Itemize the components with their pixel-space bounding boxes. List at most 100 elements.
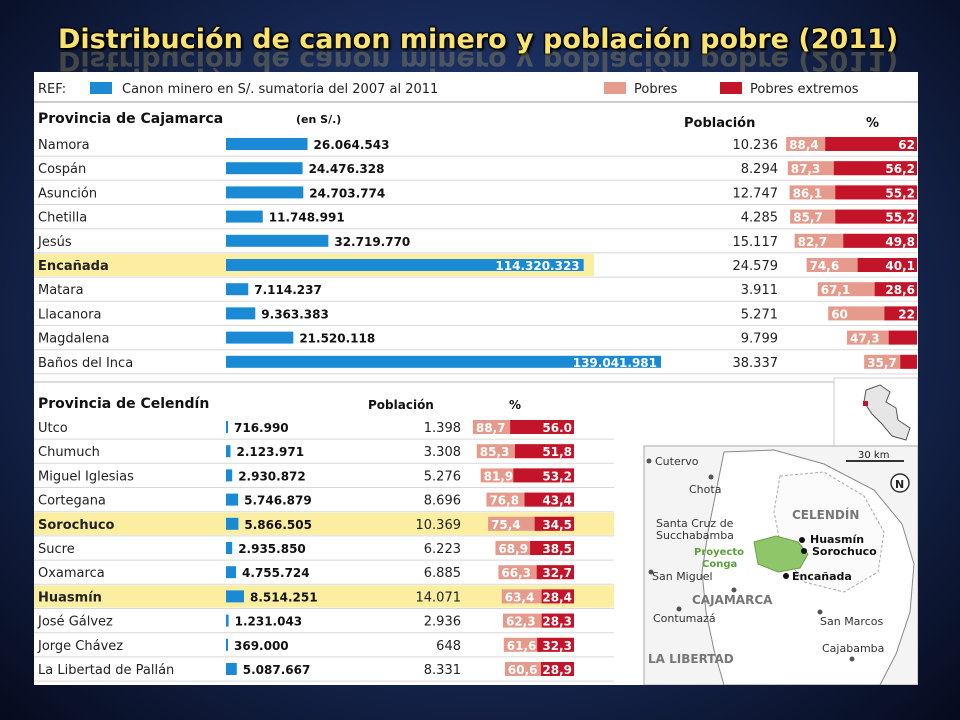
slide-title: Distribución de canon minero y población…: [58, 24, 899, 55]
extremos-bar: [884, 306, 917, 321]
extremos-bar: [534, 516, 574, 531]
extremos-label: 32,3: [542, 639, 572, 653]
proyecto-conga-line2: Conga: [702, 559, 737, 570]
extremos-label: 43,4: [542, 494, 572, 508]
canon-value-label: 2.935.850: [238, 542, 306, 556]
population-value: 12.747: [733, 186, 779, 201]
pobres-label: 75,4: [491, 518, 521, 532]
population-value: 6.223: [424, 542, 461, 557]
extremos-label: 34,5: [542, 518, 572, 532]
pobres-label: 47,3: [850, 332, 880, 346]
cajamarca-city-dot: [731, 587, 737, 593]
extremos-bar: [513, 468, 574, 483]
district-name: La Libertad de Pallán: [38, 663, 174, 678]
encanada-dot: [783, 573, 789, 579]
extremos-bar: [514, 444, 574, 459]
pobres-label: 85,3: [480, 445, 510, 459]
district-name: Jesús: [37, 235, 72, 250]
legend: REF: Canon minero en S/. sumatoria del 2…: [34, 82, 918, 103]
district-name: Magdalena: [38, 332, 109, 347]
place-cajabamba: Cajabamba: [822, 642, 884, 655]
sorochuco-dot: [801, 548, 807, 554]
canon-bar: [226, 445, 231, 458]
canon-value-label: 5.866.505: [244, 518, 312, 532]
extremos-label: 53,2: [542, 469, 572, 483]
extremos-label: 49,8: [885, 235, 915, 249]
legend-ref-label: REF:: [38, 82, 66, 97]
data-row-cel-1: Chumuch 2.123.971 3.308 85,3 51,8: [34, 444, 614, 464]
extremos-label: 62: [898, 138, 915, 152]
district-name: Matara: [38, 283, 84, 298]
extremos-label: 28,4: [542, 590, 572, 604]
population-value: 6.885: [424, 566, 461, 581]
map-scale-label: 30 km: [858, 450, 889, 461]
extremos-bar: [857, 258, 917, 272]
canon-bar: [226, 283, 249, 296]
extremos-label: 40,1: [885, 259, 915, 273]
population-value: 10.236: [733, 138, 779, 153]
district-name: Chumuch: [38, 445, 100, 460]
extremos-bar: [825, 137, 917, 151]
extremos-bar: [835, 209, 917, 224]
canon-value-label: 7.114.237: [254, 283, 322, 297]
extremos-bar: [541, 613, 574, 628]
district-name: José Gálvez: [37, 615, 113, 630]
canon-value-label: 1.231.043: [235, 615, 303, 629]
data-row-cel-4: Sorochuco 5.866.505 10.369 75,4 34,5: [34, 512, 614, 537]
canon-bar: [226, 259, 584, 271]
extremos-bar: [833, 161, 917, 176]
row-highlight: [34, 585, 614, 608]
canon-bar: [226, 186, 304, 199]
place-san-marcos: San Marcos: [820, 615, 883, 628]
canon-value-label: 114.320.323: [495, 259, 579, 273]
data-row-caj-5: Encañada 114.320.323 24.579 74,6 40,1: [34, 253, 918, 278]
district-name: Encañada: [38, 259, 109, 274]
cajamarca-title: Provincia de Cajamarca: [38, 111, 223, 127]
canon-value-label: 24.476.328: [309, 162, 385, 176]
pobres-label: 86,1: [793, 186, 823, 200]
population-value: 8.331: [424, 663, 461, 678]
district-name: Llacanora: [38, 307, 101, 322]
data-row-cel-9: Jorge Chávez 369.000 648 61,6 32,3: [34, 637, 614, 658]
district-name: Chetilla: [38, 211, 87, 226]
cajamarca-header: Provincia de Cajamarca (en S/.) Població…: [38, 111, 879, 131]
pobres-label: 87,3: [791, 162, 821, 176]
canon-bar: [226, 663, 237, 675]
pobres-label: 66,3: [501, 566, 531, 580]
extremos-label: 28,3: [542, 615, 572, 629]
population-value: 3.308: [424, 445, 461, 460]
legend-pobres-swatch: [604, 82, 626, 94]
canon-bar: [226, 331, 294, 344]
population-value: 4.285: [741, 211, 778, 226]
pobres-label: 60: [831, 307, 848, 321]
conga-area: [753, 535, 809, 573]
district-name: Huasmín: [38, 590, 102, 605]
canon-bar: [226, 638, 228, 651]
data-row-cel-0: Utco 716.990 1.398 88,7 56.0: [34, 420, 614, 440]
pobres-label: 63,4: [505, 590, 535, 604]
region-cajamarca: CAJAMARCA: [692, 593, 773, 607]
place-santa-cruz-line1: Santa Cruz de: [656, 517, 734, 530]
north-arrow-icon: [890, 473, 910, 493]
district-name: Jorge Chávez: [37, 639, 123, 654]
extremos-bar: [874, 282, 917, 297]
contumaza-dot: [676, 606, 682, 612]
pobres-label: 68,9: [498, 542, 528, 556]
cajamarca-rows: Namora 26.064.543 10.236 88,4 62 Cospán 24.476…: [34, 137, 918, 375]
population-value: 5.276: [424, 469, 461, 484]
canon-value-label: 369.000: [234, 639, 289, 653]
extremos-bar: [541, 662, 574, 676]
population-value: 15.117: [733, 235, 779, 250]
pobres-label: 81,9: [484, 469, 514, 483]
data-row-cel-2: Miguel Iglesias 2.930.872 5.276 81,9 53,2: [34, 468, 614, 488]
district-name: Asunción: [38, 186, 97, 201]
canon-value-label: 21.520.118: [299, 332, 375, 346]
canon-bar: [226, 210, 263, 223]
legend-canon-swatch: [90, 82, 112, 94]
row-highlight: [34, 512, 614, 535]
data-row-caj-7: Llacanora 9.363.383 5.271 60 22: [34, 306, 918, 326]
chota-dot: [708, 474, 714, 480]
celendin-rows: Utco 716.990 1.398 88,7 56.0 Chumuch 2.123.971…: [34, 420, 614, 682]
extremos-bar: [541, 589, 574, 604]
